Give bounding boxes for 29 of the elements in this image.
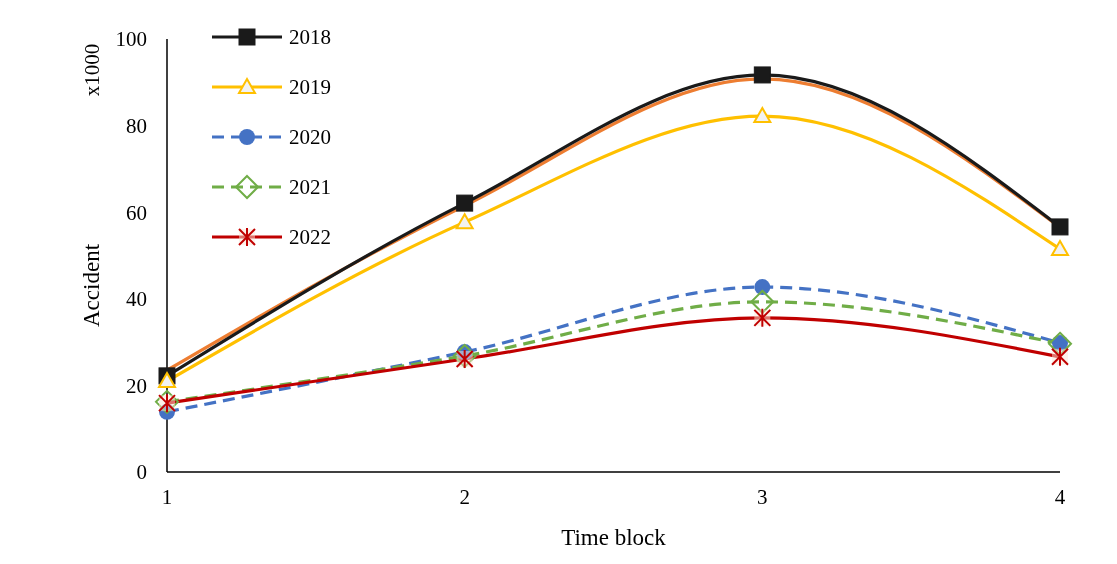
legend-label: 2022 [289, 225, 331, 250]
y-tick-label: 100 [115, 27, 147, 52]
point [455, 213, 474, 230]
text: x1000 [80, 43, 104, 97]
point [1051, 240, 1069, 257]
point [158, 372, 176, 389]
y-tick-label: 40 [126, 287, 147, 312]
y-tick-label: 20 [126, 373, 147, 398]
x-tick-label: 2 [459, 485, 470, 509]
legend-label: 2019 [289, 75, 331, 100]
y-tick-label: 80 [126, 113, 147, 138]
point [753, 66, 771, 84]
y-axis-title: Accident [79, 243, 104, 328]
point [1051, 218, 1069, 236]
point [754, 279, 771, 296]
point [452, 343, 477, 368]
x-axis-title: Time block [561, 525, 667, 550]
y-tick-label: 60 [126, 200, 147, 225]
point [1048, 331, 1072, 356]
x-tick-label: 4 [1054, 485, 1066, 509]
legend-label: 2018 [289, 25, 331, 50]
x-tick-label: 1 [161, 485, 173, 509]
y-tick-label: 0 [136, 460, 147, 485]
x-tick-label: 3 [757, 485, 768, 509]
point [753, 107, 772, 124]
point [456, 194, 474, 212]
point [750, 289, 775, 314]
legend-label: 2021 [289, 175, 331, 200]
legend-label: 2020 [289, 125, 331, 150]
